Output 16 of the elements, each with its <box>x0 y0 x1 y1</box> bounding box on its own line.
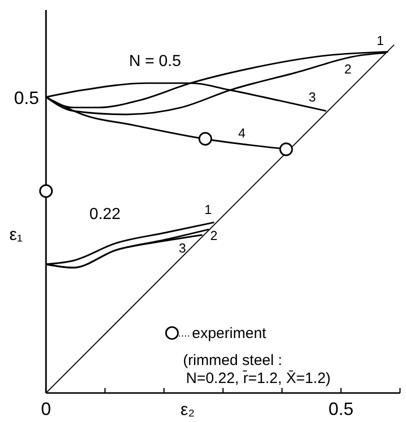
series-label: 1 <box>376 33 384 48</box>
series-label: 2 <box>210 228 218 243</box>
annotation: N = 0.5 <box>128 53 182 70</box>
annotation: 0.22 <box>89 206 121 224</box>
annotation: N=0.22, r̄=1.2, X̄=1.2) <box>186 370 331 387</box>
x-axis-title: ε₂ <box>180 400 195 419</box>
y-axis-title: ε₁ <box>9 225 23 244</box>
legend-label: experiment <box>192 325 268 342</box>
x-tick-label: 0 <box>40 399 52 419</box>
series-label: 3 <box>308 89 316 104</box>
series-label: 2 <box>344 61 352 76</box>
annotation: (rimmed steel : <box>183 352 282 369</box>
series-label: 3 <box>178 240 186 256</box>
series-label: 4 <box>238 126 246 141</box>
series-label: 1 <box>204 202 212 217</box>
text: 0.5 <box>14 88 39 108</box>
